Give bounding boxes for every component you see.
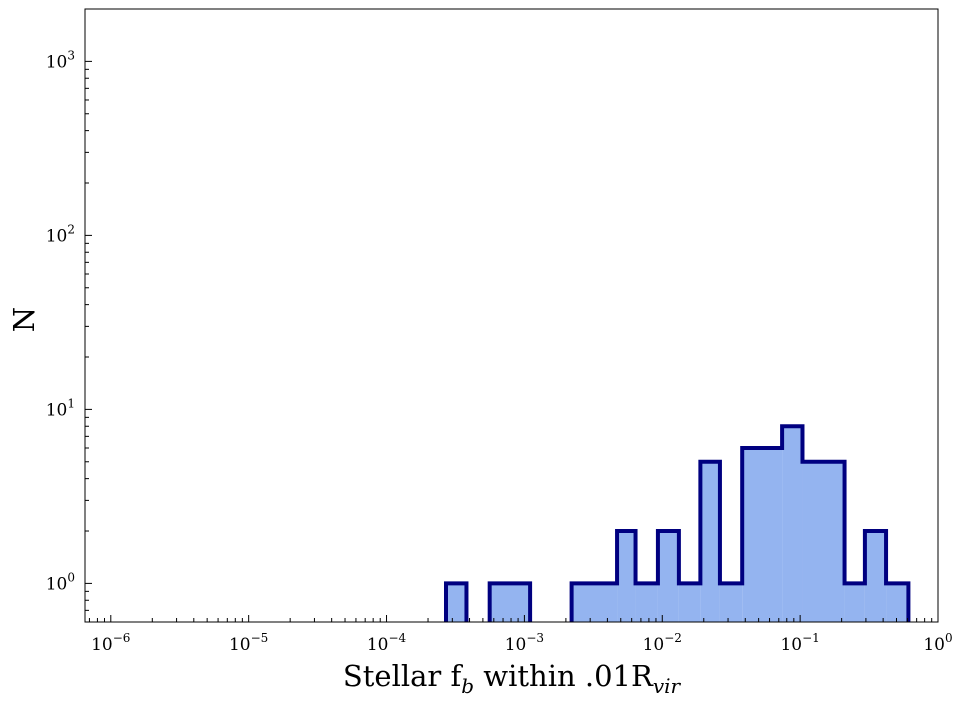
- histogram-outline-1: [487, 581, 533, 622]
- histogram-bar-10: [782, 426, 803, 622]
- histogram-outline-2: [569, 424, 911, 622]
- y-tick-label-base: 10: [46, 400, 68, 420]
- x-axis-label: Stellar fb within .01Rvir: [343, 659, 682, 698]
- y-tick-label-exp: 0: [67, 570, 75, 584]
- histogram-bar-3: [617, 531, 636, 622]
- x-tick-label-exp: −6: [113, 631, 131, 645]
- histogram-bar-0: [446, 583, 467, 622]
- histogram-bars: [444, 424, 911, 622]
- x-tick-label-base: 10: [923, 635, 945, 655]
- x-tick-label: 10−2: [643, 631, 682, 655]
- x-tick-label-exp: −1: [802, 631, 820, 645]
- x-tick-label-exp: 0: [945, 631, 953, 645]
- histogram-bar-4: [635, 583, 658, 622]
- histogram-bar-13: [864, 531, 887, 622]
- x-tick-label-base: 10: [229, 635, 251, 655]
- x-tick-label: 100: [923, 631, 952, 655]
- histogram-bar-1: [489, 583, 531, 622]
- histogram-bar-7: [700, 461, 720, 622]
- histogram-bar-2: [571, 583, 618, 622]
- x-tick-label-base: 10: [643, 635, 665, 655]
- x-tick-label: 10−1: [780, 631, 819, 655]
- x-tick-label-exp: −5: [251, 631, 269, 645]
- y-tick-label-exp: 1: [67, 396, 75, 410]
- y-tick-label-exp: 3: [67, 48, 75, 62]
- histogram-bar-5: [657, 531, 679, 622]
- histogram-bar-6: [678, 583, 701, 622]
- y-tick-label: 102: [46, 222, 75, 246]
- x-tick-label: 10−3: [505, 631, 544, 655]
- x-tick-label-base: 10: [367, 635, 389, 655]
- y-tick-label: 101: [46, 396, 75, 420]
- x-tick-label: 10−5: [229, 631, 268, 655]
- x-tick-label-base: 10: [91, 635, 113, 655]
- y-tick-label-base: 10: [46, 52, 68, 72]
- y-tick-label: 103: [46, 48, 75, 72]
- x-label-sub1: b: [461, 674, 474, 698]
- x-tick-label-exp: −3: [526, 631, 544, 645]
- x-tick-label: 10−4: [367, 631, 407, 655]
- y-axis-label: N: [7, 307, 41, 332]
- y-tick-label-base: 10: [46, 574, 68, 594]
- histogram-outline-0: [444, 581, 469, 622]
- x-tick-label-exp: −2: [664, 631, 682, 645]
- y-tick-label-base: 10: [46, 226, 68, 246]
- x-label-pre: Stellar f: [343, 659, 464, 693]
- histogram-bar-12: [844, 583, 865, 622]
- x-tick-label-base: 10: [780, 635, 802, 655]
- x-tick-label-base: 10: [505, 635, 527, 655]
- x-label-mid: within .01R: [474, 659, 654, 693]
- y-tick-label-exp: 2: [67, 222, 75, 236]
- histogram-bar-9: [742, 447, 783, 622]
- x-label-sub2: vir: [653, 674, 682, 698]
- histogram-bar-11: [802, 461, 845, 622]
- y-tick-label: 100: [46, 570, 75, 594]
- histogram-bar-14: [886, 583, 909, 622]
- axis-ticks: [85, 8, 939, 623]
- x-tick-label: 10−6: [91, 631, 130, 655]
- x-tick-label-exp: −4: [388, 631, 406, 645]
- histogram-bar-8: [719, 583, 743, 622]
